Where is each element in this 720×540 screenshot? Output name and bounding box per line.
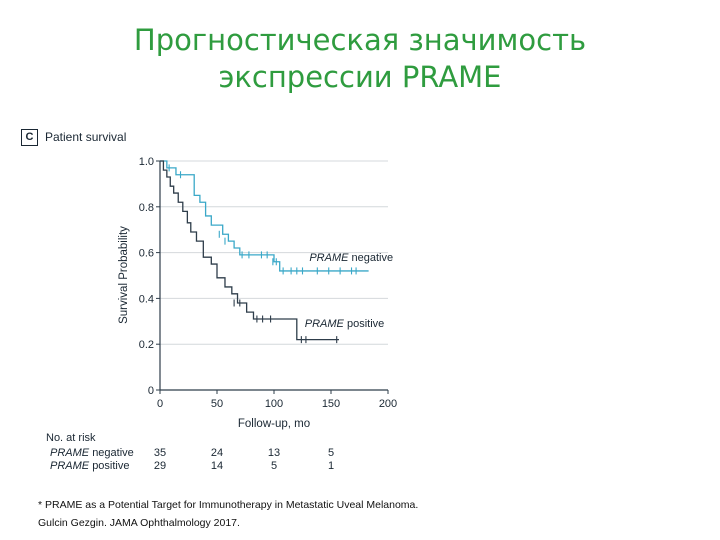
- risk-row-label: PRAME positive: [50, 460, 129, 472]
- risk-count: 14: [211, 460, 223, 472]
- citation: * PRAME as a Potential Target for Immuno…: [38, 496, 418, 532]
- slide-title-line-2: экспрессии PRAME: [218, 60, 502, 94]
- risk-table-header: No. at risk: [46, 432, 96, 444]
- x-tick-label: 0: [157, 398, 163, 410]
- slide-title: Прогностическая значимость экспрессии PR…: [0, 22, 720, 96]
- axes: 0 0.2 0.4 0.6 0.8 1.0 0 50 100 150 200: [139, 156, 397, 410]
- risk-count: 5: [271, 460, 277, 472]
- survival-curves: [160, 160, 369, 344]
- y-tick-label: 0.4: [139, 293, 154, 305]
- risk-row-label: PRAME negative: [50, 447, 134, 459]
- citation-line-1: * PRAME as a Potential Target for Immuno…: [38, 499, 419, 511]
- chart-labels: Follow-up, mo Survival Probability PRAME n…: [118, 226, 393, 430]
- y-tick-label: 0.6: [139, 248, 154, 260]
- x-tick-label: 150: [322, 398, 340, 410]
- y-tick-label: 0.2: [139, 339, 154, 351]
- x-tick-label: 50: [211, 398, 223, 410]
- y-tick-label: 1.0: [139, 156, 154, 168]
- y-tick-label: 0.8: [139, 202, 154, 214]
- x-axis-title: Follow-up, mo: [238, 418, 310, 430]
- slide-title-line-1: Прогностическая значимость: [133, 23, 587, 57]
- y-tick-label: 0: [148, 385, 154, 397]
- risk-count: 5: [328, 447, 334, 459]
- series-label: PRAME negative: [309, 252, 393, 264]
- gridlines: [160, 160, 388, 345]
- risk-count: 1: [328, 460, 334, 472]
- y-axis-title: Survival Probability: [118, 226, 130, 324]
- risk-count: 13: [268, 447, 280, 459]
- risk-count: 35: [154, 447, 166, 459]
- x-tick-label: 200: [379, 398, 397, 410]
- panel-letter-badge: C: [21, 129, 38, 146]
- risk-count: 24: [211, 447, 223, 459]
- km-curve-prame-positive: [160, 160, 339, 341]
- series-label: PRAME positive: [305, 318, 384, 330]
- km-curve-prame-negative: [160, 160, 369, 272]
- risk-count: 29: [154, 460, 166, 472]
- citation-line-2: Gulcin Gezgin. JAMA Ophthalmology 2017.: [38, 517, 240, 529]
- x-tick-label: 100: [265, 398, 283, 410]
- panel-title: Patient survival: [45, 130, 127, 144]
